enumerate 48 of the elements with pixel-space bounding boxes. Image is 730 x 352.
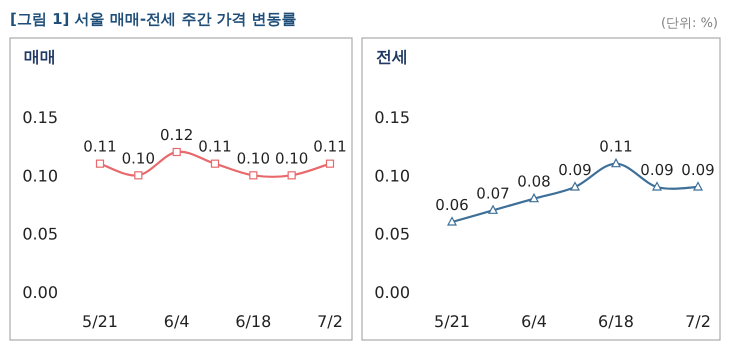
y-tick-label: 0.10 [22, 166, 58, 186]
x-tick-label: 7/2 [685, 312, 711, 331]
data-label: 0.11 [599, 138, 633, 156]
point [611, 158, 621, 168]
x-tick-label: 6/18 [235, 312, 272, 331]
data-label: 0.10 [236, 149, 270, 168]
point [96, 160, 104, 168]
x-tick-label: 6/4 [164, 312, 190, 331]
data-label: 0.06 [435, 196, 469, 214]
point [529, 194, 539, 202]
data-label: 0.11 [198, 138, 232, 156]
data-label: 0.10 [274, 149, 308, 168]
data-label: 0.09 [558, 161, 592, 179]
data-label: 0.09 [681, 161, 715, 179]
y-tick-label: 0.00 [374, 283, 410, 302]
point [488, 205, 498, 214]
data-label: 0.08 [517, 172, 551, 191]
x-tick-label: 6/4 [521, 312, 547, 331]
point [570, 182, 580, 191]
point [693, 182, 703, 191]
x-tick-label: 5/21 [434, 312, 470, 331]
text: (단위: %) [660, 16, 718, 31]
chart-title: 매매 [24, 47, 56, 66]
point [288, 171, 296, 180]
point [652, 182, 662, 191]
y-tick-label: 0.00 [22, 283, 58, 302]
point [210, 160, 220, 168]
point [172, 148, 181, 156]
chart-title: 전세 [376, 47, 408, 66]
data-label: 0.07 [476, 184, 510, 202]
y-tick-label: 0.05 [374, 224, 410, 244]
point [249, 171, 258, 180]
data-label: 0.11 [313, 138, 347, 156]
y-tick-label: 0.15 [374, 108, 410, 127]
data-label: 0.09 [640, 161, 674, 179]
x-tick-label: 5/21 [82, 312, 118, 331]
y-tick-label: 0.10 [374, 166, 410, 186]
x-tick-label: 7/2 [317, 312, 343, 331]
data-label: 0.10 [122, 149, 156, 168]
point [326, 160, 334, 168]
y-tick-label: 0.15 [22, 108, 58, 127]
y-tick-label: 0.05 [22, 224, 58, 244]
point [447, 216, 457, 226]
point [134, 171, 142, 180]
data-label: 0.11 [83, 138, 117, 156]
text: [그림 1] 서울 매매-전세 주간 가격 변동률 [10, 10, 297, 28]
x-tick-label: 6/18 [598, 312, 634, 331]
data-label: 0.12 [160, 126, 194, 144]
